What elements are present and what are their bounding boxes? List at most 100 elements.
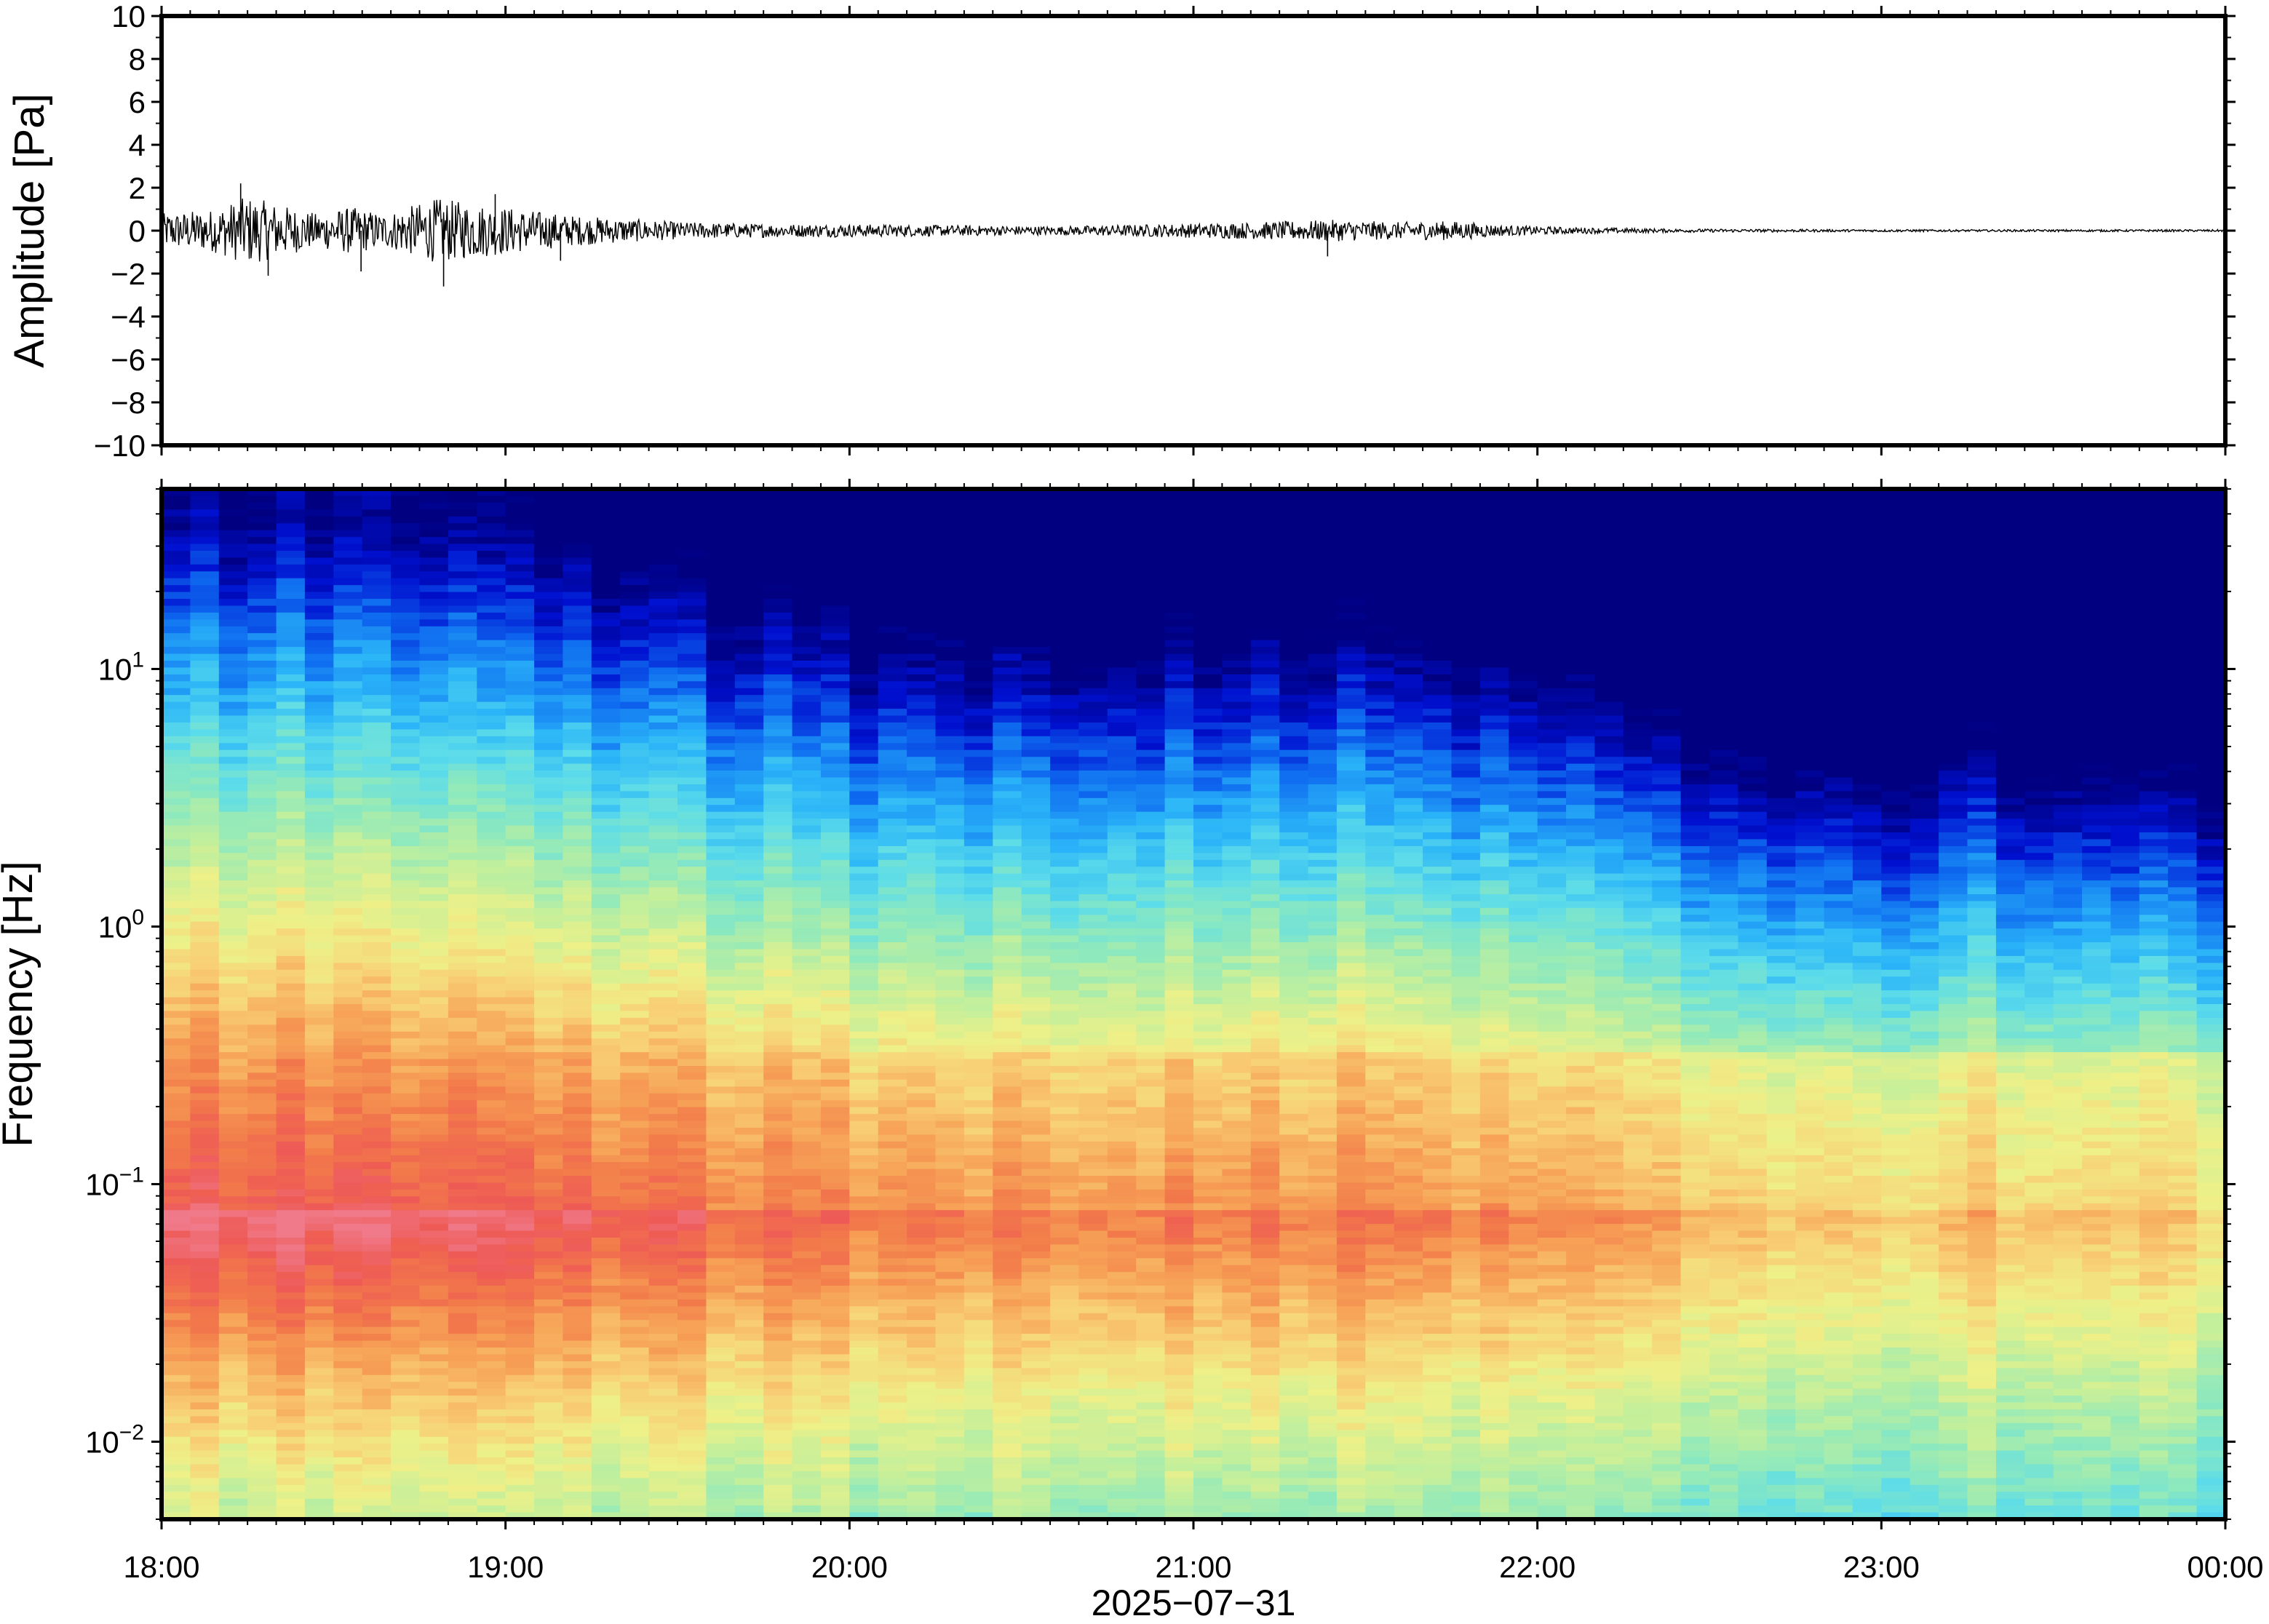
spectrogram-cell — [190, 956, 219, 963]
spectrogram-cell — [506, 736, 535, 744]
spectrogram-cell — [620, 619, 649, 626]
spectrogram-cell — [677, 956, 707, 963]
spectrogram-cell — [936, 1293, 965, 1300]
spectrogram-cell — [219, 743, 248, 750]
spectrogram-cell — [763, 647, 792, 654]
spectrogram-cell — [706, 743, 735, 750]
spectrogram-cell — [506, 1038, 535, 1046]
spectrogram-cell — [362, 729, 392, 736]
spectrogram-cell — [763, 1107, 792, 1115]
spectrogram-cell — [706, 1306, 735, 1313]
spectrogram-cell — [219, 1416, 248, 1423]
spectrogram-cell — [448, 523, 477, 530]
spectrogram-cell — [448, 1155, 477, 1163]
spectrogram-cell — [763, 950, 792, 957]
spectrogram-cell — [993, 998, 1022, 1005]
spectrogram-cell — [420, 1018, 449, 1025]
spectrogram-cell — [362, 1320, 392, 1327]
spectrogram-cell — [620, 826, 649, 833]
spectrogram-cell — [448, 1382, 477, 1389]
spectrogram-cell — [677, 1361, 707, 1369]
spectrogram-cell — [219, 1258, 248, 1265]
spectrogram-cell — [305, 998, 334, 1005]
spectrogram-cell — [219, 681, 248, 688]
spectrogram-cell — [162, 1094, 191, 1101]
spectrogram-cell — [821, 1437, 850, 1444]
spectrogram-cell — [391, 1465, 420, 1472]
spectrogram-cell — [391, 654, 420, 661]
spectrogram-cell — [649, 1327, 678, 1334]
spectrogram-cell — [592, 874, 621, 881]
spectrogram-cell — [649, 1066, 678, 1073]
spectrogram-cell — [936, 901, 965, 908]
spectrogram-cell — [305, 1505, 334, 1513]
spectrogram-cell — [219, 1306, 248, 1313]
spectrogram-cell — [1050, 557, 1079, 565]
spectrogram-cell — [448, 681, 477, 688]
spectrogram-cell — [534, 1196, 563, 1203]
spectrogram-cell — [448, 1148, 477, 1155]
spectrogram-cell — [821, 626, 850, 634]
spectrogram-cell — [305, 1238, 334, 1245]
spectrogram-cell — [821, 915, 850, 922]
spectrogram-cell — [763, 936, 792, 943]
spectrogram-cell — [677, 667, 707, 674]
spectrogram-cell — [1022, 998, 1051, 1005]
spectrogram-cell — [993, 1485, 1022, 1492]
spectrogram-cell — [592, 1107, 621, 1115]
spectrogram-cell — [448, 874, 477, 881]
spectrogram-cell — [305, 1086, 334, 1094]
spectrogram-cell — [506, 633, 535, 640]
spectrogram-cell — [190, 674, 219, 682]
spectrogram-cell — [162, 1375, 191, 1382]
spectrogram-cell — [333, 736, 362, 744]
spectrogram-cell — [849, 585, 878, 592]
spectrogram-cell — [620, 551, 649, 558]
spectrogram-cell — [677, 915, 707, 922]
spectrogram-cell — [277, 1046, 306, 1053]
spectrogram-cell — [362, 667, 392, 674]
spectrogram-cell — [563, 1011, 592, 1018]
spectrogram-cell — [391, 599, 420, 606]
spectrogram-cell — [1050, 1182, 1079, 1190]
spectrogram-cell — [620, 942, 649, 950]
spectrogram-cell — [735, 729, 764, 736]
spectrogram-cell — [735, 1499, 764, 1506]
spectrogram-cell — [964, 1114, 993, 1121]
spectrogram-cell — [821, 1396, 850, 1403]
spectrogram-cell — [677, 1354, 707, 1361]
spectrogram-cell — [247, 1457, 277, 1465]
spectrogram-cell — [162, 674, 191, 682]
spectrogram-cell — [563, 1444, 592, 1451]
spectrogram-cell — [706, 757, 735, 764]
spectrogram-cell — [534, 1485, 563, 1492]
spectrogram-cell — [735, 1430, 764, 1437]
spectrogram-cell — [477, 1354, 506, 1361]
spectrogram-cell — [677, 1451, 707, 1458]
spectrogram-cell — [792, 1485, 822, 1492]
spectrogram-cell — [849, 963, 878, 970]
spectrogram-cell — [477, 681, 506, 688]
spectrogram-cell — [391, 1134, 420, 1142]
spectrogram-cell — [993, 1217, 1022, 1225]
spectrogram-cell — [420, 1423, 449, 1430]
spectrogram-cell — [219, 880, 248, 888]
spectrogram-cell — [391, 592, 420, 600]
spectrogram-cell — [677, 1293, 707, 1300]
spectrogram-cell — [677, 874, 707, 881]
spectrogram-cell — [305, 1196, 334, 1203]
spectrogram-cell — [219, 888, 248, 895]
spectrogram-cell — [907, 936, 936, 943]
spectrogram-cell — [763, 1327, 792, 1334]
spectrogram-cell — [677, 729, 707, 736]
spectrogram-cell — [477, 1341, 506, 1348]
spectrogram-cell — [563, 695, 592, 702]
spectrogram-cell — [735, 984, 764, 991]
spectrogram-cell — [792, 1046, 822, 1053]
spectrogram-cell — [677, 1134, 707, 1142]
spectrogram-cell — [620, 667, 649, 674]
spectrogram-cell — [477, 1258, 506, 1265]
spectrogram-cell — [878, 544, 907, 552]
spectrogram-cell — [448, 674, 477, 682]
spectrogram-cell — [1050, 1100, 1079, 1107]
